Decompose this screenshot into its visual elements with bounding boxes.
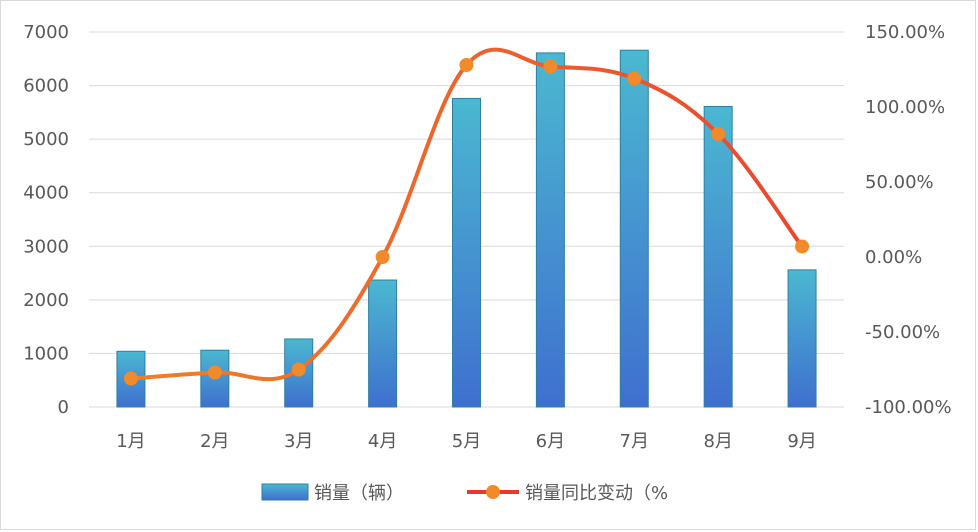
line-point [291,362,306,377]
line-point [123,371,138,386]
left-tick-label: 5000 [23,129,69,150]
right-tick-label: 100.00% [865,97,945,118]
right-tick-label: 50.00% [865,172,934,193]
bar [452,97,481,408]
left-tick-label: 6000 [23,76,69,97]
line-point [711,127,726,141]
bar-series [116,49,817,408]
line-series [123,47,810,386]
left-tick-label: 7000 [23,22,69,43]
right-axis: -100.00% -50.00% 0.00% 50.00% 100.00% 150.00% [865,22,952,418]
line-point [207,365,222,380]
bar [703,105,733,408]
x-axis: 1月 2月 3月 4月 5月 6月 7月 8月 9月 [116,431,817,452]
legend-bar-label: 销量（辆） [314,483,404,504]
x-tick-label: 6月 [536,431,565,452]
left-axis: 0 1000 2000 3000 4000 5000 6000 7000 [23,22,69,418]
right-tick-label: -100.00% [865,397,952,418]
line-point [795,239,810,254]
legend: 销量（辆） 销量同比变动（% [261,483,668,504]
bar [535,52,565,408]
left-tick-label: 3000 [23,236,69,257]
x-tick-label: 8月 [703,431,732,452]
bar [368,279,398,408]
x-tick-label: 7月 [620,431,649,452]
legend-bar-swatch [261,483,309,501]
line-point [375,250,390,264]
left-tick-label: 4000 [23,183,69,204]
line-point [627,71,642,86]
x-tick-label: 9月 [787,431,816,452]
left-tick-label: 2000 [23,290,69,311]
line-point [459,58,474,72]
right-tick-label: 150.00% [865,22,945,43]
x-tick-label: 3月 [284,431,313,452]
bar [619,49,649,408]
right-tick-label: -50.00% [865,322,940,343]
line-point [543,59,558,74]
right-tick-label: 0.00% [865,247,922,268]
legend-line-marker [486,485,500,499]
left-tick-label: 0 [58,397,69,418]
left-tick-label: 1000 [23,343,69,364]
x-tick-label: 1月 [116,431,145,452]
x-tick-label: 4月 [368,431,397,452]
legend-line-label: 销量同比变动（% [525,483,668,504]
bar [787,269,817,408]
x-tick-label: 2月 [200,431,229,452]
x-tick-label: 5月 [452,431,481,452]
